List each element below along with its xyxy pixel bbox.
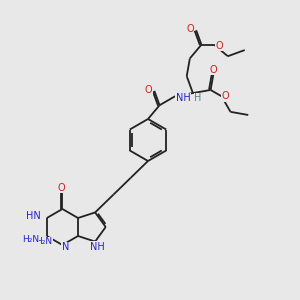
Text: H₂N: H₂N — [22, 235, 39, 244]
Text: H₂N: H₂N — [35, 238, 52, 247]
Text: NH: NH — [90, 242, 104, 252]
Text: O: O — [186, 24, 194, 34]
Text: HN: HN — [26, 211, 41, 221]
Text: O: O — [209, 65, 217, 75]
Text: O: O — [222, 91, 229, 101]
Text: O: O — [215, 41, 223, 51]
Text: O: O — [58, 183, 65, 193]
Text: O: O — [145, 85, 152, 95]
Text: H: H — [194, 93, 202, 103]
Text: N: N — [62, 242, 69, 252]
Text: NH: NH — [176, 93, 190, 103]
